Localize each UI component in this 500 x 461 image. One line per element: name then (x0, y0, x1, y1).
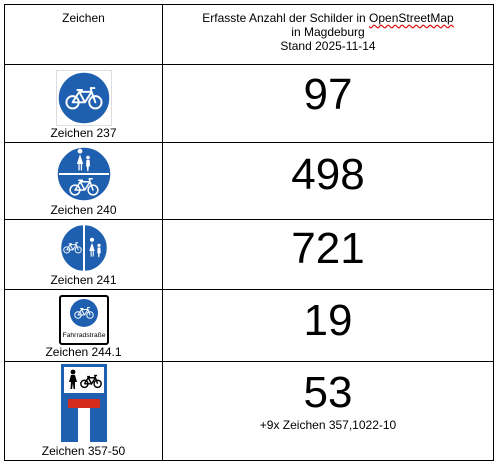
extra-note: +9x Zeichen 357,1022-10 (259, 418, 397, 432)
sign-count: 19 (303, 296, 353, 345)
count-cell: 53 +9x Zeichen 357,1022-10 (162, 361, 494, 461)
header-count-line2: in Magdeburg (291, 25, 365, 39)
sign-caption: Zeichen 357-50 (41, 444, 126, 458)
sign-cell: Zeichen 237 (4, 64, 163, 143)
sign-count-table: Zeichen Erfasste Anzahl der Schilder in … (4, 4, 494, 461)
table-row: Zeichen 357-50 53 +9x Zeichen 357,1022-1… (4, 361, 494, 461)
sign-caption: Zeichen 244.1 (45, 345, 122, 359)
table-row: Zeichen 241 721 (4, 219, 494, 290)
table-row: Fahrradstraße Zeichen 244.1 19 (4, 289, 494, 362)
dead-end-permeable-sign-icon (58, 362, 109, 444)
count-cell: 721 (162, 219, 494, 290)
header-row: Zeichen Erfasste Anzahl der Schilder in … (4, 4, 494, 65)
sign-caption: Zeichen 240 (50, 203, 117, 217)
header-count-line1-pre: Erfasste Anzahl der Schilder in (202, 11, 370, 25)
sign-count: 498 (291, 150, 365, 199)
sign-cell: Zeichen 241 (4, 219, 163, 290)
sign-plate-text: Fahrradstraße (62, 332, 105, 339)
sign-caption: Zeichen 237 (50, 126, 117, 140)
sign-caption: Zeichen 241 (50, 273, 117, 287)
sign-count: 53 (303, 368, 353, 417)
segregated-foot-cycle-path-sign-icon (59, 223, 108, 273)
sign-cell: Zeichen 357-50 (4, 361, 163, 461)
bicycle-street-sign-icon: Fahrradstraße (58, 295, 109, 345)
header-count: Erfasste Anzahl der Schilder in OpenStre… (162, 4, 494, 65)
shared-foot-cycle-path-sign-icon (55, 146, 112, 202)
sign-count: 97 (303, 70, 353, 119)
header-count-line3: Stand 2025-11-14 (280, 39, 376, 53)
sign-cell: Fahrradstraße Zeichen 244.1 (4, 289, 163, 362)
count-cell: 498 (162, 142, 494, 220)
table-row: Zeichen 240 498 (4, 142, 494, 220)
count-cell: 97 (162, 64, 494, 143)
sign-cell: Zeichen 240 (4, 142, 163, 220)
header-sign: Zeichen (4, 4, 163, 65)
table-row: Zeichen 237 97 (4, 64, 494, 143)
sign-count: 721 (291, 224, 365, 273)
bicycle-path-sign-icon (55, 70, 112, 126)
header-count-osm: OpenStreetMap (369, 11, 454, 25)
count-cell: 19 (162, 289, 494, 362)
